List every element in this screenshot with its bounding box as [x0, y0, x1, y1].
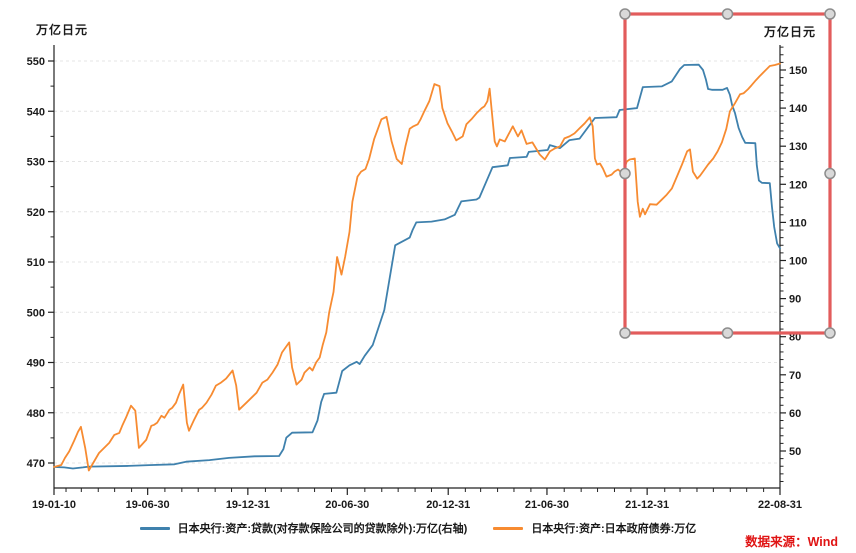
right-axis-tick-label: 90	[789, 294, 801, 306]
left-axis-tick-label: 550	[27, 56, 45, 68]
right-axis-tick-label: 110	[789, 217, 807, 229]
right-axis-tick-label: 120	[789, 179, 807, 191]
x-axis-tick-label: 20-06-30	[325, 499, 369, 511]
series-line-boj-jgb	[53, 62, 781, 472]
selection-handle-w[interactable]	[619, 167, 631, 180]
right-axis-tick-label: 150	[789, 65, 807, 77]
x-axis-tick-label: 19-01-10	[32, 499, 76, 511]
selection-handle-ne[interactable]	[824, 8, 836, 20]
x-axis-tick-label: 19-12-31	[226, 499, 270, 511]
left-axis-tick-label: 470	[27, 458, 45, 470]
chart-legend: 日本央行:资产:贷款(对存款保险公司的贷款除外):万亿(右轴) 日本央行:资产:…	[0, 520, 836, 536]
left-axis-tick-label: 480	[27, 408, 45, 420]
legend-label-boj-loans: 日本央行:资产:贷款(对存款保险公司的贷款除外):万亿(右轴)	[177, 523, 468, 535]
selection-handle-e[interactable]	[824, 167, 836, 180]
selection-handle-s[interactable]	[721, 327, 734, 339]
legend-label-boj-jgb: 日本央行:资产:日本政府债券:万亿	[531, 523, 697, 535]
selection-handle-n[interactable]	[721, 8, 734, 20]
right-axis-tick-label: 60	[789, 408, 801, 420]
data-source-note: 数据来源：Wind	[745, 535, 838, 549]
right-axis-unit-label: 万亿日元	[764, 25, 817, 39]
selection-handle-sw[interactable]	[619, 327, 631, 339]
legend-item-boj-jgb[interactable]: 日本央行:资产:日本政府债券:万亿	[493, 520, 696, 536]
x-axis-tick-label: 20-12-31	[426, 499, 470, 511]
left-axis-tick-label: 500	[27, 307, 45, 319]
left-axis-tick-label: 510	[27, 257, 45, 269]
right-axis-tick-label: 70	[789, 370, 801, 382]
selection-handle-se[interactable]	[824, 327, 836, 339]
legend-line-swatch-orange	[493, 526, 524, 530]
right-axis-tick-label: 80	[789, 332, 801, 344]
right-axis-tick-label: 100	[789, 256, 807, 268]
right-axis-tick-label: 140	[789, 103, 807, 115]
left-axis-tick-label: 520	[27, 207, 45, 219]
left-axis-tick-label: 540	[27, 106, 45, 118]
x-axis-tick-label: 21-06-30	[525, 499, 569, 511]
legend-line-swatch-blue	[139, 526, 170, 530]
left-axis-tick-label: 530	[27, 157, 45, 169]
selection-handle-nw[interactable]	[619, 8, 631, 20]
x-axis-tick-label: 22-08-31	[758, 499, 802, 511]
x-axis-tick-label: 21-12-31	[625, 499, 669, 511]
series-line-boj-loans	[53, 63, 781, 470]
left-axis-tick-label: 490	[27, 358, 45, 370]
right-axis-tick-label: 130	[789, 141, 807, 153]
x-axis-tick-label: 19-06-30	[126, 499, 170, 511]
left-axis-unit-label: 万亿日元	[36, 23, 89, 37]
right-axis-tick-label: 50	[789, 446, 801, 458]
selection-rectangle[interactable]	[623, 12, 832, 335]
legend-item-boj-loans[interactable]: 日本央行:资产:贷款(对存款保险公司的贷款除外):万亿(右轴)	[139, 520, 468, 536]
